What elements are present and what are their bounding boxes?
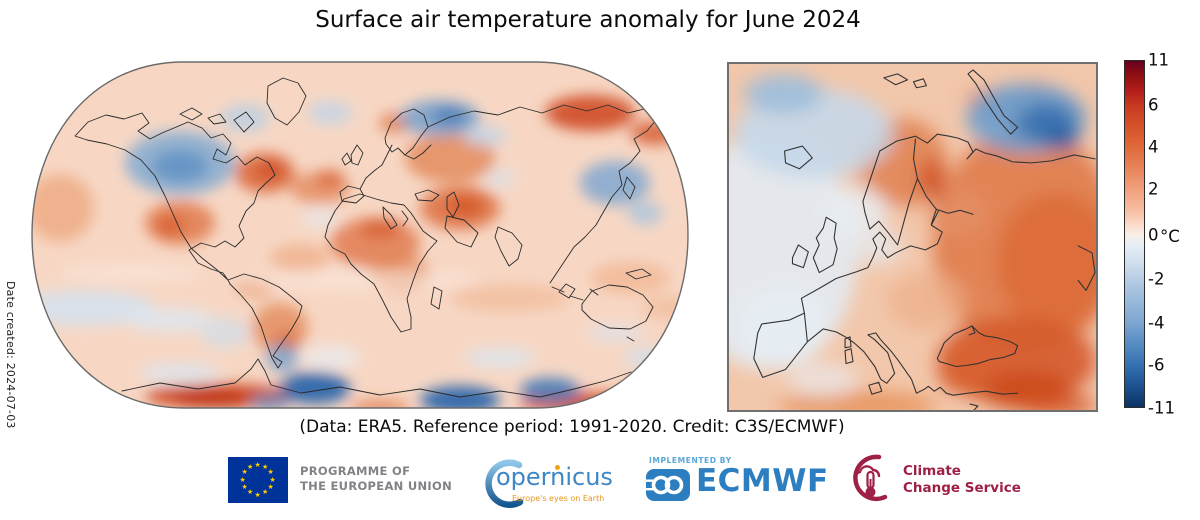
eu-programme-line1: PROGRAMME OF: [300, 464, 411, 478]
eu-star-icon: ★: [254, 490, 261, 499]
copernicus-tagline: Europe's eyes on Earth: [512, 494, 605, 503]
date-created-note: Date created: 2024-07-03: [4, 281, 17, 429]
europe-map: [727, 62, 1098, 412]
eu-programme-label: PROGRAMME OF THE EUROPEAN UNION: [300, 464, 452, 494]
c3s-line1: Climate: [903, 463, 961, 479]
world-coastlines: [74, 77, 684, 398]
world-map-outline: [31, 61, 689, 409]
c3s-label: Climate Change Service: [903, 463, 1021, 497]
colorbar-tick-label: 0: [1148, 225, 1159, 245]
c3s-emblem-icon: [853, 454, 888, 502]
ecmwf-logo: IMPLEMENTED BY ECMWF: [646, 452, 829, 510]
eu-star-icon: ★: [241, 483, 248, 491]
eu-star-icon: ★: [241, 468, 248, 476]
footer: ★ ★ ★ ★ ★ ★ ★ ★ ★ ★ ★ ★ PROGRAMME OF THE EUROPEAN U…: [0, 448, 1200, 514]
caption: (Data: ERA5. Reference period: 1991-2020…: [299, 417, 845, 437]
colorbar-tick-labels: 11 6 4 2 0 -2 -4 -6 -11: [1148, 51, 1192, 418]
eu-star-icon: ★: [262, 488, 269, 497]
eu-programme-line2: THE EUROPEAN UNION: [300, 479, 453, 493]
colorbar-tick-label: 2: [1148, 179, 1159, 199]
colorbar-tick-label: -4: [1148, 313, 1165, 333]
europe-coastlines: [753, 69, 1096, 410]
eu-star-icon: ★: [254, 460, 261, 469]
eu-flag-icon: ★ ★ ★ ★ ★ ★ ★ ★ ★ ★ ★ ★: [228, 457, 288, 503]
copernicus-wordmark: opernicus: [496, 463, 613, 491]
eu-star-icon: ★: [247, 462, 254, 471]
c3s-line2: Change Service: [903, 480, 1021, 496]
colorbar-tick-label: -11: [1148, 398, 1175, 418]
colorbar-tick-label: -2: [1148, 269, 1165, 289]
colorbar-tick-label: 11: [1148, 50, 1169, 70]
copernicus-swoosh-icon: [485, 459, 524, 509]
europe-anomaly-field: [729, 64, 1096, 410]
eu-star-icon: ★: [267, 483, 274, 491]
eu-star-icon: ★: [269, 475, 276, 484]
copernicus-satellite-dot-icon: [555, 465, 560, 470]
eu-star-icon: ★: [247, 488, 254, 497]
eu-star-icon: ★: [262, 462, 269, 471]
colorbar-tick-label: -6: [1148, 355, 1165, 375]
colorbar: [1124, 60, 1145, 408]
colorbar-gradient: [1125, 61, 1144, 407]
colorbar-tick-label: 6: [1148, 95, 1159, 115]
copernicus-logo: opernicus Europe's eyes on Earth: [476, 452, 616, 510]
ecmwf-emblem-icon: [646, 469, 690, 501]
page-title: Surface air temperature anomaly for June…: [315, 7, 861, 33]
climate-change-service-logo: Climate Change Service: [843, 450, 1021, 512]
ecmwf-wordmark: ECMWF: [696, 463, 829, 499]
world-anomaly-field: [32, 62, 688, 408]
eu-star-icon: ★: [239, 475, 246, 484]
colorbar-unit: °C: [1160, 227, 1180, 246]
world-map: [31, 61, 689, 409]
implemented-by-label: IMPLEMENTED BY: [649, 456, 732, 465]
colorbar-tick-label: 4: [1148, 137, 1159, 157]
eu-star-icon: ★: [267, 468, 274, 476]
